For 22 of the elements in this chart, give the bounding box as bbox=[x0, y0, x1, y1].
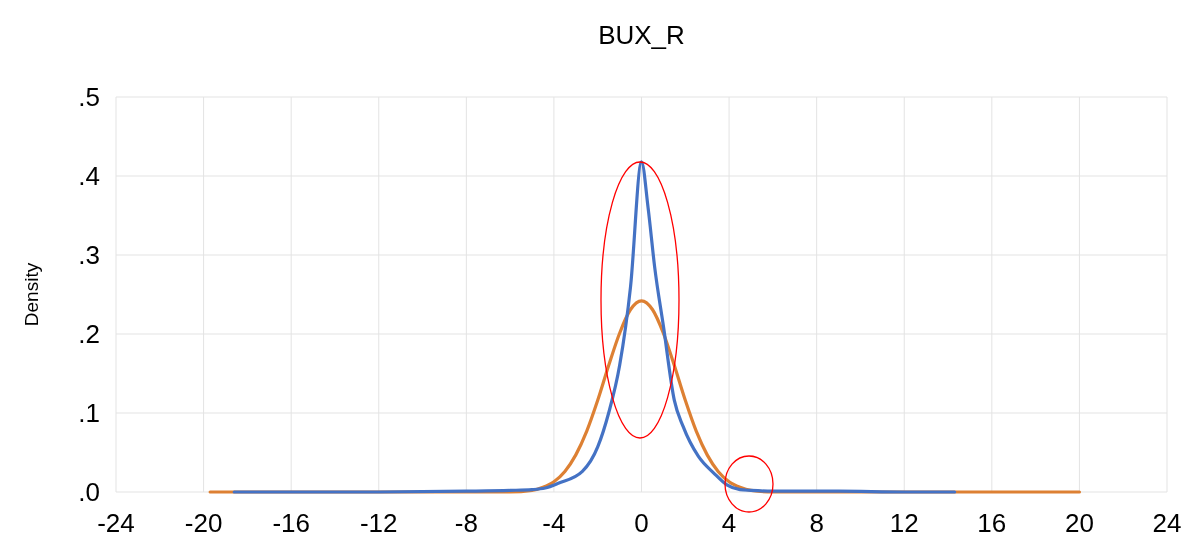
x-tick-label: 20 bbox=[1064, 508, 1094, 538]
x-tick-label: -4 bbox=[542, 508, 566, 538]
y-tick-label: .3 bbox=[78, 240, 100, 270]
x-tick-label: -20 bbox=[184, 508, 223, 538]
y-tick-label: .1 bbox=[78, 398, 100, 428]
line-series bbox=[232, 160, 957, 494]
x-tick-label: -8 bbox=[454, 508, 478, 538]
y-tick-label: .2 bbox=[78, 319, 100, 349]
y-axis-title: Density bbox=[21, 262, 42, 327]
x-tick-label: -12 bbox=[359, 508, 398, 538]
x-tick-label: -24 bbox=[97, 508, 135, 538]
x-tick-label: 8 bbox=[809, 508, 824, 538]
x-tick-label: 12 bbox=[889, 508, 919, 538]
x-tick-label: 24 bbox=[1152, 508, 1182, 538]
chart-title: BUX_R bbox=[598, 20, 685, 50]
x-tick-label: 4 bbox=[721, 508, 737, 538]
y-tick-label: .0 bbox=[78, 477, 100, 507]
x-tick-label: -16 bbox=[272, 508, 310, 538]
x-tick-label: 0 bbox=[634, 508, 649, 538]
x-tick-label: 16 bbox=[977, 508, 1007, 538]
y-tick-label: .4 bbox=[78, 161, 100, 191]
y-tick-label: .5 bbox=[78, 82, 100, 112]
